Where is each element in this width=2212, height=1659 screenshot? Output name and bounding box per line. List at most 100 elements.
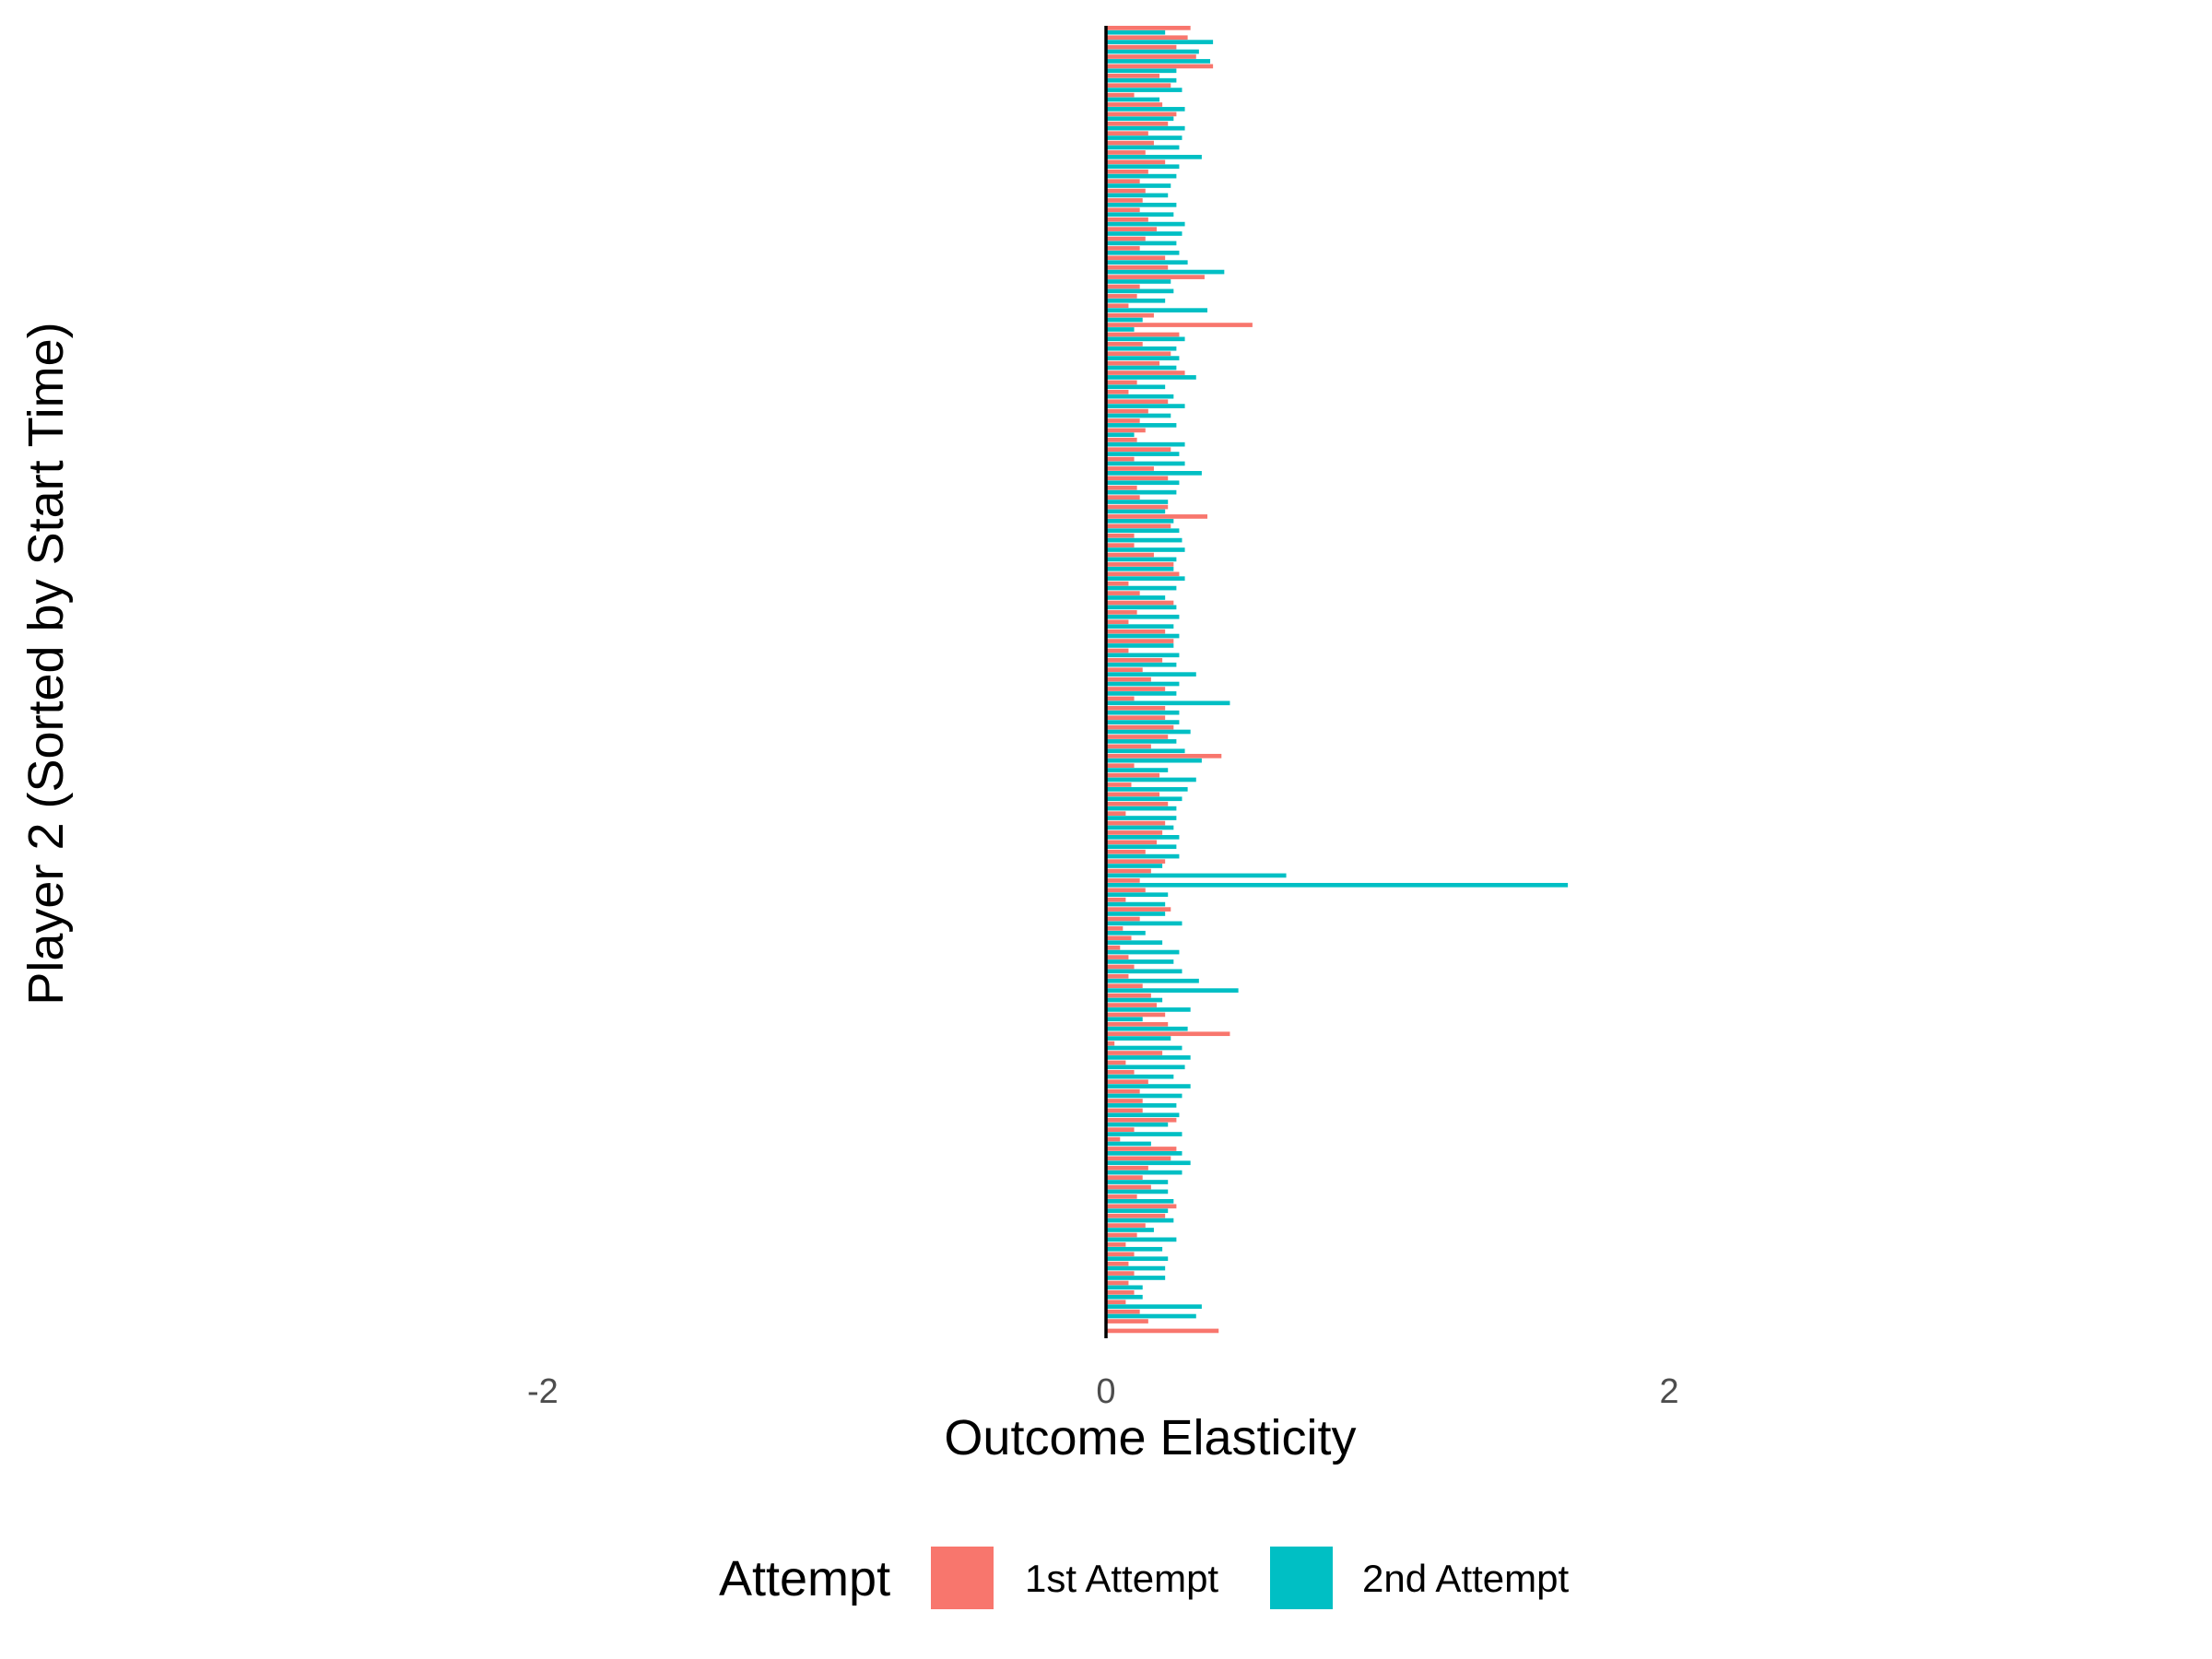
bar-1st-attempt-133: [1106, 1290, 1135, 1295]
bar-2nd-attempt-90: [1106, 882, 1569, 888]
legend: Attempt 1st Attempt 2nd Attempt: [719, 1547, 1569, 1609]
bar-1st-attempt-5: [1106, 64, 1214, 69]
bar-2nd-attempt-44: [1106, 441, 1185, 447]
bar-1st-attempt-127: [1106, 1232, 1137, 1238]
bar-2nd-attempt-45: [1106, 452, 1180, 456]
bar-1st-attempt-16: [1106, 169, 1148, 174]
bar-2nd-attempt-18: [1106, 193, 1169, 198]
bar-1st-attempt-22: [1106, 227, 1157, 231]
bar-1st-attempt-81: [1106, 792, 1160, 797]
bar-2nd-attempt-135: [1106, 1313, 1196, 1319]
bar-2nd-attempt-46: [1106, 461, 1185, 466]
bar-1st-attempt-49: [1106, 485, 1137, 490]
bar-2nd-attempt-111: [1106, 1084, 1191, 1088]
bar-1st-attempt-29: [1106, 294, 1137, 299]
bar-2nd-attempt-68: [1106, 672, 1196, 677]
bar-2nd-attempt-77: [1106, 758, 1202, 763]
bar-2nd-attempt-58: [1106, 576, 1185, 582]
bar-1st-attempt-98: [1106, 955, 1129, 959]
bar-2nd-attempt-109: [1106, 1065, 1185, 1070]
bar-2nd-attempt-85: [1106, 834, 1180, 840]
bar-1st-attempt-122: [1106, 1184, 1151, 1190]
bar-1st-attempt-48: [1106, 476, 1169, 481]
bar-1st-attempt-27: [1106, 275, 1205, 279]
bar-1st-attempt-17: [1106, 179, 1140, 183]
bar-2nd-attempt-22: [1106, 231, 1182, 236]
x-tick-label: -2: [527, 1372, 559, 1411]
bar-1st-attempt-33: [1106, 332, 1180, 337]
bar-1st-attempt-86: [1106, 840, 1157, 845]
bar-1st-attempt-3: [1106, 44, 1177, 50]
x-axis-ticks: -2 0 2: [527, 1372, 1679, 1411]
bar-2nd-attempt-37: [1106, 375, 1196, 380]
bar-1st-attempt-88: [1106, 859, 1166, 864]
bar-1st-attempt-56: [1106, 552, 1154, 558]
bar-2nd-attempt-84: [1106, 825, 1174, 830]
bar-2nd-attempt-97: [1106, 949, 1180, 955]
bar-2nd-attempt-100: [1106, 978, 1199, 983]
bar-2nd-attempt-116: [1106, 1132, 1182, 1136]
bar-1st-attempt-37: [1106, 371, 1185, 375]
bar-2nd-attempt-132: [1106, 1285, 1143, 1290]
bar-1st-attempt-63: [1106, 619, 1129, 625]
bar-1st-attempt-66: [1106, 648, 1129, 653]
bar-2nd-attempt-36: [1106, 365, 1177, 371]
bar-2nd-attempt-32: [1106, 327, 1135, 332]
bar-1st-attempt-47: [1106, 466, 1154, 471]
bar-1st-attempt-9: [1106, 102, 1163, 107]
bar-1st-attempt-84: [1106, 820, 1166, 826]
bar-1st-attempt-38: [1106, 380, 1137, 385]
bar-2nd-attempt-126: [1106, 1228, 1154, 1232]
bar-1st-attempt-115: [1106, 1117, 1177, 1123]
bar-2nd-attempt-87: [1106, 853, 1180, 859]
legend-key-1st-attempt: [931, 1547, 994, 1609]
bar-2nd-attempt-129: [1106, 1256, 1169, 1262]
bar-2nd-attempt-33: [1106, 336, 1185, 342]
bar-1st-attempt-111: [1106, 1079, 1148, 1085]
bar-1st-attempt-26: [1106, 265, 1169, 270]
bar-2nd-attempt-66: [1106, 653, 1180, 658]
bar-1st-attempt-106: [1106, 1031, 1230, 1037]
bar-2nd-attempt-5: [1106, 68, 1177, 74]
bar-1st-attempt-11: [1106, 121, 1169, 126]
bar-1st-attempt-40: [1106, 399, 1169, 405]
bar-1st-attempt-129: [1106, 1252, 1135, 1257]
bar-1st-attempt-72: [1106, 705, 1166, 711]
bar-1st-attempt-91: [1106, 888, 1146, 893]
bar-1st-attempt-12: [1106, 131, 1148, 136]
bar-2nd-attempt-40: [1106, 404, 1185, 408]
bar-2nd-attempt-133: [1106, 1294, 1143, 1300]
bar-1st-attempt-134: [1106, 1300, 1126, 1305]
x-tick-label: 0: [1096, 1372, 1115, 1411]
bar-2nd-attempt-108: [1106, 1055, 1191, 1060]
bar-1st-attempt-13: [1106, 140, 1154, 146]
bar-2nd-attempt-127: [1106, 1237, 1177, 1242]
bar-2nd-attempt-1: [1106, 29, 1166, 35]
bar-1st-attempt-132: [1106, 1280, 1129, 1286]
bar-1st-attempt-19: [1106, 198, 1143, 203]
bar-2nd-attempt-59: [1106, 585, 1177, 591]
bar-1st-attempt-121: [1106, 1175, 1143, 1180]
legend-label-2nd-attempt: 2nd Attempt: [1362, 1557, 1569, 1600]
bar-1st-attempt-59: [1106, 581, 1129, 586]
bar-2nd-attempt-6: [1106, 77, 1177, 83]
bar-1st-attempt-110: [1106, 1069, 1135, 1075]
bar-2nd-attempt-118: [1106, 1151, 1182, 1156]
bar-2nd-attempt-78: [1106, 768, 1169, 772]
bar-2nd-attempt-81: [1106, 796, 1182, 802]
bar-2nd-attempt-72: [1106, 710, 1180, 715]
bar-2nd-attempt-56: [1106, 557, 1177, 562]
bar-2nd-attempt-103: [1106, 1007, 1191, 1012]
x-axis-title: Outcome Elasticity: [944, 1410, 1356, 1465]
bar-2nd-attempt-8: [1106, 97, 1160, 102]
bar-1st-attempt-74: [1106, 724, 1174, 730]
bar-1st-attempt-15: [1106, 159, 1166, 165]
bar-1st-attempt-32: [1106, 323, 1253, 327]
bar-2nd-attempt-26: [1106, 269, 1225, 275]
bar-2nd-attempt-12: [1106, 135, 1182, 140]
bar-2nd-attempt-91: [1106, 892, 1169, 898]
bar-1st-attempt-14: [1106, 150, 1146, 155]
bar-2nd-attempt-9: [1106, 107, 1185, 112]
